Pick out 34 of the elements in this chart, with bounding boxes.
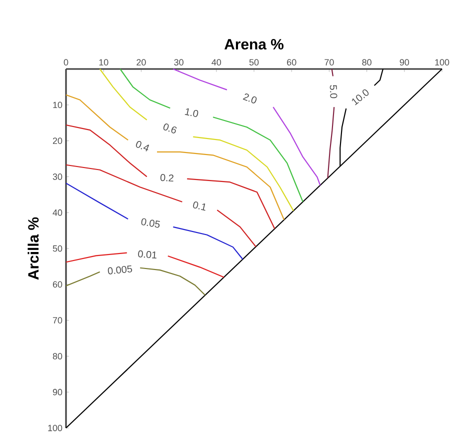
x-tick-label: 30 bbox=[174, 59, 184, 66]
y-tick-label: 40 bbox=[52, 209, 62, 216]
y-axis-title: Arcilla % bbox=[28, 217, 39, 280]
x-axis-title: Arena % bbox=[224, 39, 284, 50]
x-tick-label: 60 bbox=[287, 59, 296, 66]
text: 0.4 bbox=[136, 140, 150, 152]
x-tick-label: 40 bbox=[212, 59, 222, 66]
y-tick-label: 60 bbox=[52, 281, 62, 288]
series-label: 0.01 bbox=[138, 250, 156, 259]
y-tick-label: 10 bbox=[53, 102, 62, 108]
y-tick-label: 70 bbox=[52, 317, 62, 324]
x-tick-label: 50 bbox=[249, 59, 259, 66]
x-tick-label: 90 bbox=[400, 59, 410, 66]
text: 10.0 bbox=[352, 89, 369, 106]
y-tick-label: 80 bbox=[52, 353, 62, 360]
text: 0.1 bbox=[193, 202, 206, 211]
y-tick-label: 30 bbox=[52, 174, 62, 180]
y-tick-label: 90 bbox=[52, 388, 62, 396]
y-tick-label: 50 bbox=[52, 245, 62, 252]
text: 5.0 bbox=[330, 85, 338, 98]
text: 0.6 bbox=[163, 124, 177, 134]
x-tick-label: 10 bbox=[99, 59, 108, 66]
x-tick-label: 100 bbox=[435, 59, 450, 66]
x-tick-label: 0 bbox=[64, 59, 68, 66]
y-tick-label: 20 bbox=[52, 138, 62, 144]
text: 2.0 bbox=[242, 94, 257, 104]
text: 0.05 bbox=[141, 218, 160, 228]
text: 1.0 bbox=[184, 108, 198, 117]
x-tick-label: 70 bbox=[324, 59, 334, 66]
text: 0.005 bbox=[108, 265, 132, 274]
y-tick-label: 100 bbox=[48, 424, 62, 432]
x-tick-label: 80 bbox=[362, 59, 372, 66]
x-tick-label: 20 bbox=[136, 59, 146, 66]
series-label: 0.2 bbox=[160, 174, 174, 182]
